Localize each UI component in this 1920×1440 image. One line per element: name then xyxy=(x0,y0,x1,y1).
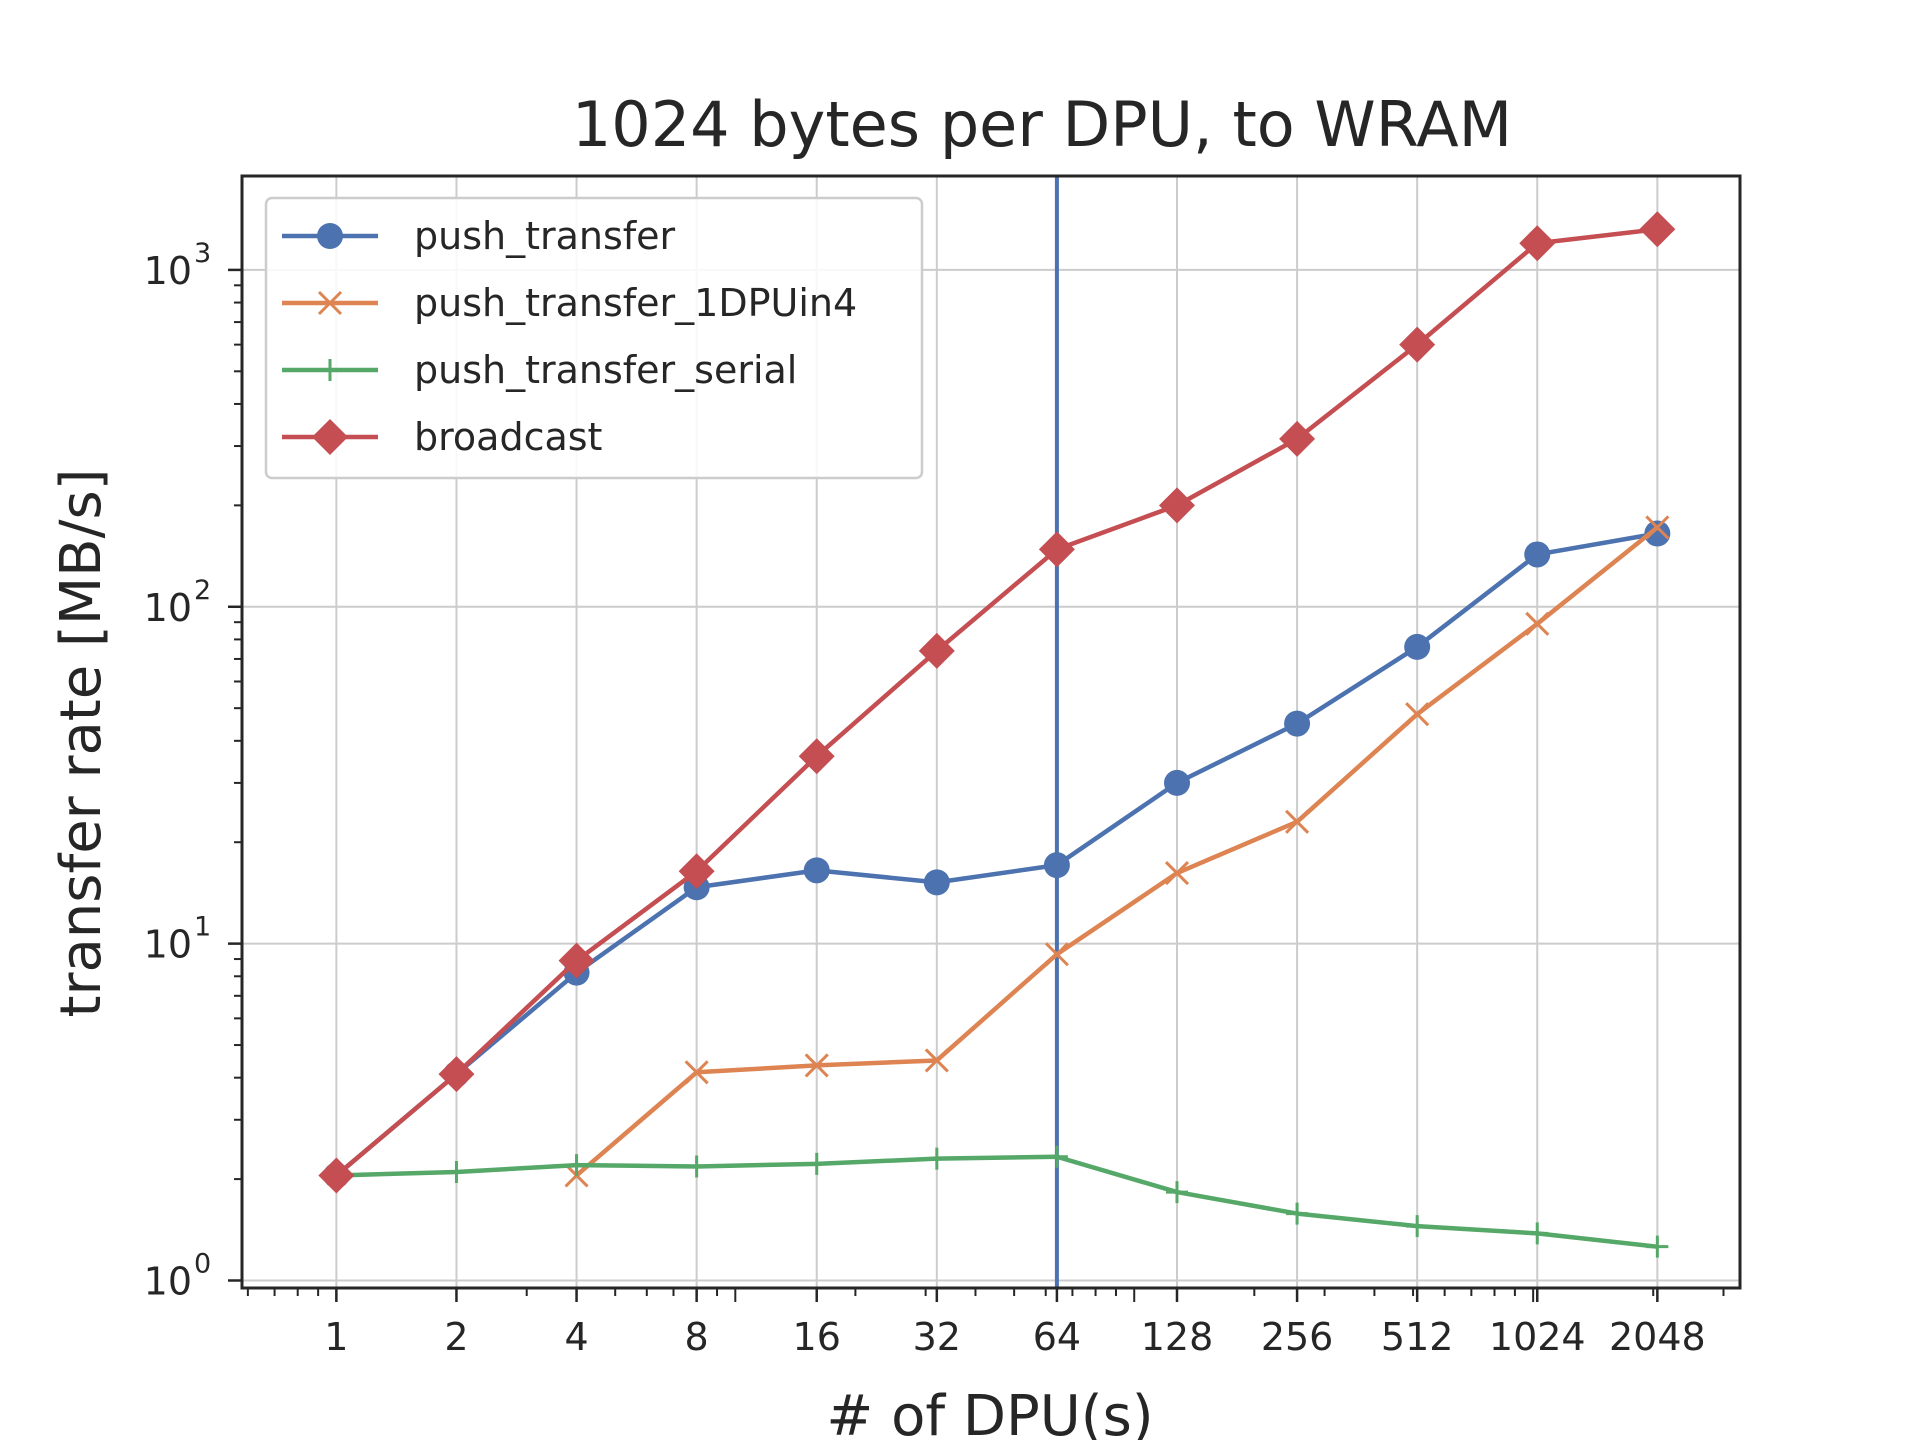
point-marker xyxy=(1165,1181,1188,1204)
series-line xyxy=(575,525,1659,1178)
y-tick-label: 10 2 xyxy=(144,575,212,630)
point-marker xyxy=(445,1160,468,1183)
y-tick-label: 10 0 xyxy=(144,1248,212,1303)
x-tick-label: 64 xyxy=(1033,1315,1081,1359)
point-marker xyxy=(1639,211,1676,248)
point-marker xyxy=(924,1048,949,1073)
point-marker xyxy=(1043,852,1070,879)
point-marker xyxy=(925,1147,948,1170)
x-tick-label: 512 xyxy=(1381,1315,1454,1359)
point-marker xyxy=(1404,633,1431,660)
point-marker xyxy=(317,290,343,316)
x-tick-label: 2 xyxy=(444,1315,468,1359)
point-marker xyxy=(1405,702,1430,727)
point-marker xyxy=(1646,1235,1669,1258)
y-tick-label: 10 1 xyxy=(144,912,212,967)
x-axis-ticks: 1 2 4 8 16 32 64 128 256 512 1024 2048 xyxy=(246,1288,1725,1359)
series-line xyxy=(336,1154,1658,1249)
point-marker xyxy=(918,632,955,669)
series-line xyxy=(334,531,1658,1178)
point-marker xyxy=(803,857,830,884)
x-tick-label: 1024 xyxy=(1489,1315,1586,1359)
x-tick-label: 1 xyxy=(324,1315,348,1359)
point-marker xyxy=(1279,420,1316,457)
point-marker xyxy=(1406,1215,1429,1238)
y-tick-exponent: 1 xyxy=(194,912,211,943)
point-marker xyxy=(565,1154,588,1177)
point-marker xyxy=(319,359,341,381)
point-marker xyxy=(1045,1145,1068,1168)
legend: push_transfer push_transfer_1DPUin4 push_t… xyxy=(264,196,924,480)
point-marker xyxy=(1038,531,1075,568)
point-marker xyxy=(1044,942,1069,967)
legend-entry: push_transfer_serial xyxy=(282,348,797,392)
point-marker xyxy=(1524,541,1551,568)
x-axis-title: # of DPU(s) xyxy=(826,1384,1153,1440)
legend-box xyxy=(264,196,924,480)
point-marker xyxy=(798,738,835,775)
point-marker xyxy=(1285,809,1310,834)
x-tick-label: 4 xyxy=(564,1315,588,1359)
point-marker xyxy=(923,869,950,896)
legend-label: broadcast xyxy=(414,415,602,459)
point-marker xyxy=(678,853,715,890)
x-tick-label: 256 xyxy=(1261,1315,1334,1359)
legend-label: push_transfer_1DPUin4 xyxy=(414,281,857,325)
point-marker xyxy=(1164,860,1190,886)
point-marker xyxy=(805,1152,828,1175)
x-tick-label: 32 xyxy=(913,1315,961,1359)
y-tick-base: 10 xyxy=(144,586,192,630)
legend-label: push_transfer xyxy=(414,214,676,258)
series-broadcast xyxy=(318,211,1676,1194)
point-marker xyxy=(312,419,348,455)
point-marker xyxy=(558,942,595,979)
chart-title: 1024 bytes per DPU, to WRAM xyxy=(572,88,1512,161)
series-push-transfer-serial xyxy=(325,1145,1669,1258)
x-tick-label: 2048 xyxy=(1609,1315,1706,1359)
y-axis-title: transfer rate [MB/s] xyxy=(49,469,114,1018)
legend-label: push_transfer_serial xyxy=(414,348,797,392)
x-tick-label: 8 xyxy=(685,1315,709,1359)
point-marker xyxy=(1526,1222,1549,1245)
y-tick-label: 10 3 xyxy=(144,238,212,293)
point-marker xyxy=(1158,487,1195,524)
x-tick-label: 16 xyxy=(793,1315,841,1359)
point-marker xyxy=(318,1157,355,1194)
point-marker xyxy=(1286,1202,1309,1225)
point-marker xyxy=(1519,225,1556,262)
point-marker xyxy=(317,223,343,249)
point-marker xyxy=(804,1053,829,1078)
y-tick-base: 10 xyxy=(144,249,192,293)
plot-frame xyxy=(240,174,1742,1290)
point-marker xyxy=(685,1155,708,1178)
point-marker xyxy=(1163,769,1190,796)
legend-entry: broadcast xyxy=(282,415,602,459)
point-marker xyxy=(1399,326,1436,363)
x-tick-label: 128 xyxy=(1141,1315,1214,1359)
series-line xyxy=(334,227,1658,1178)
series-push-transfer-1DPUin4 xyxy=(564,515,1670,1188)
legend-entry: push_transfer xyxy=(282,214,676,258)
point-marker xyxy=(1284,710,1311,737)
point-marker xyxy=(438,1056,475,1093)
y-tick-exponent: 3 xyxy=(194,238,211,269)
point-marker xyxy=(684,1060,709,1085)
series-layer xyxy=(318,211,1676,1258)
y-tick-exponent: 2 xyxy=(194,575,211,606)
point-marker xyxy=(1525,611,1550,636)
point-marker xyxy=(1644,520,1671,547)
point-marker xyxy=(1645,515,1670,540)
y-tick-base: 10 xyxy=(144,923,192,967)
y-tick-base: 10 xyxy=(144,1259,192,1303)
y-tick-exponent: 0 xyxy=(194,1248,211,1279)
legend-entry: push_transfer_1DPUin4 xyxy=(282,281,857,325)
